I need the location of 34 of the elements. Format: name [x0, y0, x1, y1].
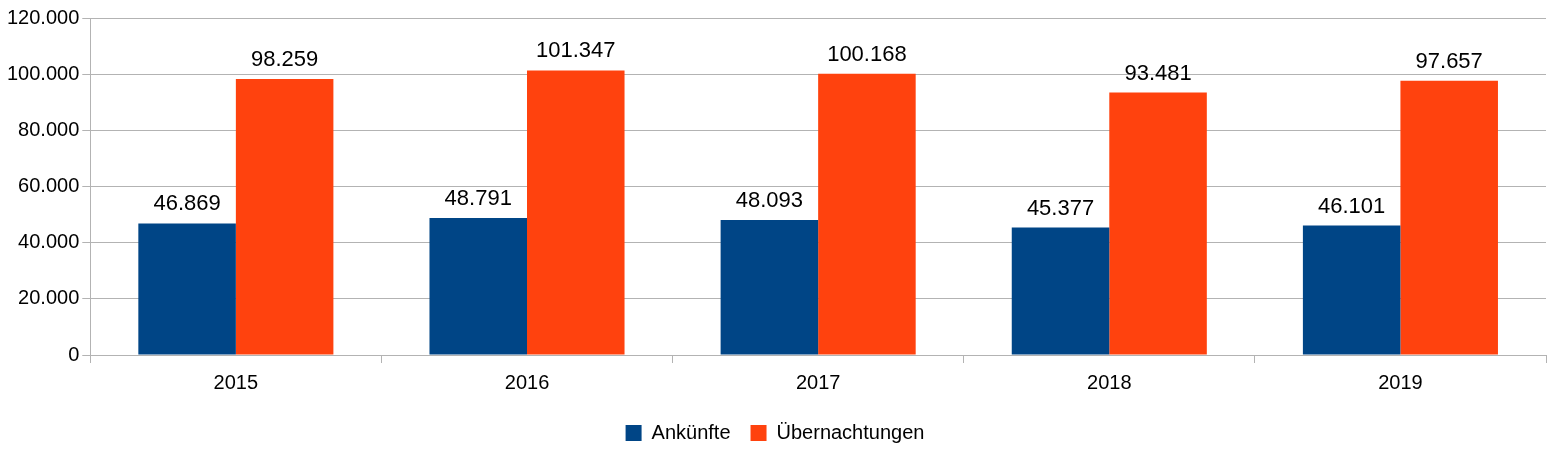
y-tick-label: 40.000: [18, 230, 80, 253]
y-tick-label: 120.000: [7, 5, 80, 28]
bar: [527, 70, 625, 355]
legend-label: Ankünfte: [651, 420, 731, 443]
bar: [429, 217, 528, 355]
y-tick-label: 20.000: [18, 286, 80, 309]
y-tick-label: 60.000: [18, 174, 80, 197]
data-label: 48.093: [735, 187, 804, 212]
x-tick-label: 2017: [795, 370, 841, 393]
data-label: 100.168: [827, 40, 907, 66]
data-label: 97.657: [1415, 47, 1483, 73]
bar: [1109, 92, 1207, 355]
y-tick-label: 0: [68, 342, 80, 365]
data-label: 46.869: [153, 190, 221, 216]
data-label: 93.481: [1124, 59, 1192, 85]
bar: [818, 73, 916, 355]
x-tick-label: 2015: [213, 370, 259, 393]
data-label: 46.101: [1318, 192, 1386, 218]
bar: [235, 79, 334, 355]
bar: [1302, 225, 1401, 355]
data-label: 45.377: [1026, 194, 1095, 220]
bar: [1400, 80, 1498, 355]
x-tick-label: 2018: [1087, 370, 1132, 393]
bar: [720, 219, 819, 355]
data-label: 101.347: [536, 37, 616, 63]
bar: [1011, 227, 1110, 355]
bar: [138, 223, 236, 355]
data-label: 48.791: [444, 185, 512, 211]
x-tick-label: 2019: [1378, 370, 1423, 393]
y-tick-label: 100.000: [7, 61, 80, 84]
y-tick-label: 80.000: [18, 117, 80, 140]
legend-label: Übernachtungen: [776, 420, 925, 443]
x-tick-label: 2016: [504, 370, 550, 393]
data-label: 98.259: [250, 46, 319, 72]
